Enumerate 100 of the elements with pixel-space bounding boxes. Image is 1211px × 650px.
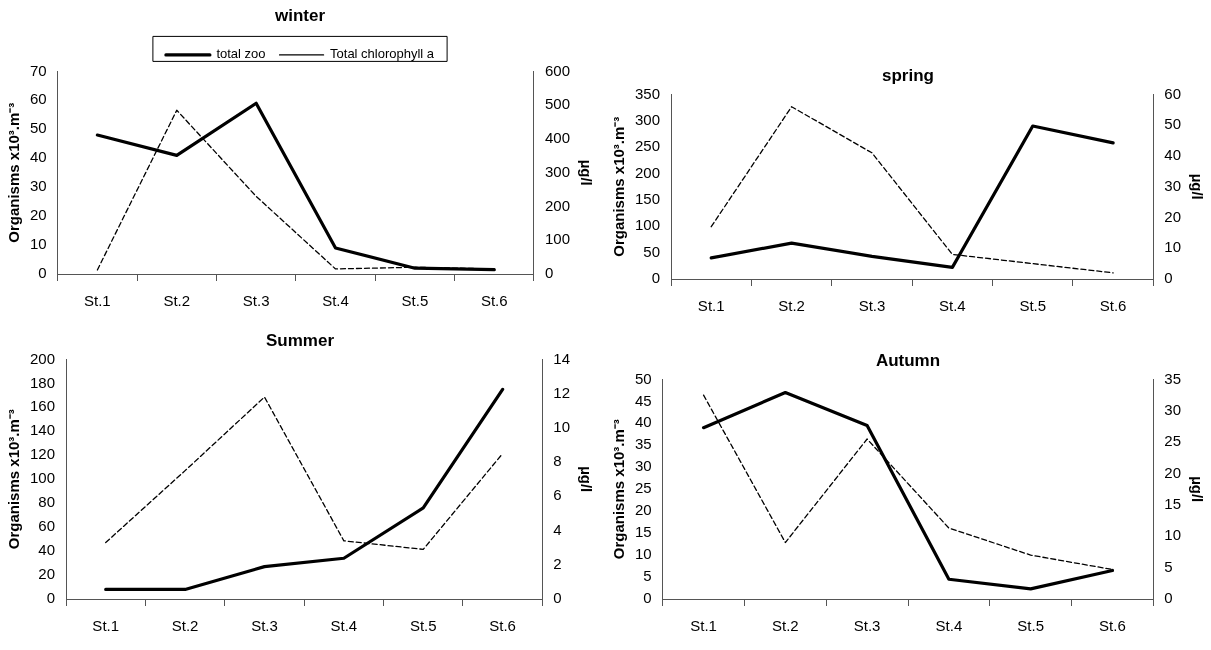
y-tick-label: 350 bbox=[635, 84, 661, 102]
x-tick-label: St.3 bbox=[858, 297, 886, 315]
y-axis-title: Organisms x10³.m⁻³ bbox=[610, 116, 628, 257]
x-tick-label: St.3 bbox=[853, 617, 881, 635]
y2-tick-label: 50 bbox=[1164, 115, 1181, 133]
y-tick-label: 25 bbox=[635, 479, 652, 497]
y-tick-label: 150 bbox=[635, 190, 661, 208]
y2-axis-title: µg/l bbox=[1188, 173, 1206, 200]
x-tick-label: St.5 bbox=[409, 617, 437, 635]
x-tick-label: St.2 bbox=[778, 297, 805, 315]
y2-tick-label: 20 bbox=[1164, 207, 1181, 225]
y2-tick-label: 100 bbox=[544, 230, 570, 248]
x-tick-label: St.4 bbox=[322, 292, 349, 310]
y2-tick-label: 300 bbox=[544, 162, 570, 180]
y2-axis-title: µg/l bbox=[577, 466, 595, 493]
y2-tick-label: 6 bbox=[553, 486, 562, 504]
x-tick-label: St.2 bbox=[171, 617, 199, 635]
y-tick-label: 100 bbox=[30, 469, 56, 487]
y-tick-label: 5 bbox=[643, 567, 652, 585]
y-tick-label: 120 bbox=[30, 445, 56, 463]
y2-tick-label: 30 bbox=[1164, 400, 1181, 418]
y2-tick-label: 5 bbox=[1164, 557, 1173, 575]
y-tick-label: 45 bbox=[635, 391, 652, 409]
y-tick-label: 10 bbox=[30, 235, 47, 253]
y2-tick-label: 600 bbox=[544, 61, 570, 79]
y-tick-label: 10 bbox=[635, 545, 652, 563]
y-tick-label: 0 bbox=[643, 589, 652, 607]
y-tick-label: 60 bbox=[30, 90, 47, 108]
y-tick-label: 40 bbox=[30, 148, 47, 166]
x-tick-label: St.6 bbox=[1099, 617, 1126, 635]
y2-tick-label: 400 bbox=[544, 129, 570, 147]
y2-tick-label: 10 bbox=[553, 418, 570, 435]
y-axis-title: Organisms x10³.m⁻³ bbox=[610, 419, 628, 560]
x-tick-label: St.4 bbox=[935, 617, 963, 635]
y2-tick-label: 4 bbox=[553, 520, 562, 538]
x-tick-label: St.1 bbox=[92, 617, 120, 635]
y-tick-label: 0 bbox=[46, 589, 56, 607]
y-tick-label: 30 bbox=[30, 177, 47, 195]
y-tick-label: 180 bbox=[30, 373, 56, 391]
x-tick-label: St.5 bbox=[1017, 617, 1044, 635]
x-tick-label: St.3 bbox=[251, 617, 278, 635]
y2-axis-title: µg/l bbox=[577, 159, 595, 186]
x-tick-label: St.5 bbox=[401, 292, 429, 310]
y-tick-label: 0 bbox=[38, 264, 47, 282]
legend-label: Total chlorophyll a bbox=[330, 46, 435, 62]
y2-tick-label: 0 bbox=[1164, 269, 1173, 287]
y-axis-title: Organisms x10³.m⁻³ bbox=[5, 409, 23, 550]
y2-tick-label: 20 bbox=[1164, 463, 1181, 481]
y-tick-label: 0 bbox=[651, 269, 661, 287]
y2-tick-label: 25 bbox=[1164, 432, 1181, 450]
y-tick-label: 70 bbox=[30, 61, 47, 79]
x-tick-label: St.1 bbox=[690, 617, 717, 635]
y2-tick-label: 0 bbox=[1164, 589, 1173, 607]
x-tick-label: St.1 bbox=[697, 297, 725, 315]
y-tick-label: 20 bbox=[38, 565, 56, 583]
chart-title: winter bbox=[273, 5, 326, 25]
y2-tick-label: 40 bbox=[1164, 146, 1181, 164]
y2-tick-label: 500 bbox=[544, 95, 570, 113]
chart-title: Autumn bbox=[875, 350, 941, 370]
y2-tick-label: 0 bbox=[544, 264, 554, 282]
y2-tick-label: 14 bbox=[553, 349, 570, 367]
legend-label: total zoo bbox=[216, 46, 266, 62]
y-tick-label: 30 bbox=[635, 457, 652, 475]
chart-title: Summer bbox=[265, 330, 335, 350]
x-tick-label: St.2 bbox=[163, 292, 191, 310]
x-tick-label: St.3 bbox=[242, 292, 270, 310]
y-tick-label: 160 bbox=[30, 397, 56, 415]
y2-tick-label: 2 bbox=[553, 554, 562, 572]
y-tick-label: 200 bbox=[30, 349, 56, 367]
y2-tick-label: 10 bbox=[1164, 238, 1181, 256]
y-tick-label: 100 bbox=[635, 216, 661, 234]
y2-axis-title: µg/l bbox=[1188, 476, 1206, 503]
y-tick-label: 50 bbox=[30, 119, 47, 137]
y-tick-label: 50 bbox=[635, 369, 652, 387]
y2-tick-label: 30 bbox=[1164, 176, 1181, 194]
y-tick-label: 300 bbox=[635, 110, 661, 128]
x-tick-label: St.6 bbox=[489, 617, 516, 635]
y-tick-label: 40 bbox=[38, 541, 56, 559]
y-tick-label: 60 bbox=[38, 517, 56, 535]
y-tick-label: 35 bbox=[635, 435, 652, 453]
y-tick-label: 250 bbox=[635, 137, 661, 155]
y-tick-label: 15 bbox=[635, 523, 652, 541]
chart-title: spring bbox=[882, 65, 934, 85]
y2-tick-label: 200 bbox=[544, 196, 570, 214]
y-tick-label: 140 bbox=[30, 421, 56, 439]
y2-tick-label: 35 bbox=[1164, 369, 1181, 387]
x-tick-label: St.1 bbox=[84, 292, 111, 310]
x-tick-label: St.5 bbox=[1019, 297, 1047, 315]
y2-tick-label: 8 bbox=[553, 452, 562, 470]
y2-tick-label: 0 bbox=[553, 589, 562, 607]
y-tick-label: 20 bbox=[30, 206, 47, 224]
y2-tick-label: 60 bbox=[1164, 84, 1181, 102]
x-tick-label: St.4 bbox=[330, 617, 358, 635]
y2-tick-label: 10 bbox=[1164, 526, 1181, 544]
y-tick-label: 200 bbox=[635, 163, 661, 181]
x-tick-label: St.2 bbox=[772, 617, 799, 635]
x-tick-label: St.6 bbox=[1099, 297, 1127, 315]
y-tick-label: 80 bbox=[38, 493, 56, 511]
x-tick-label: St.4 bbox=[939, 297, 966, 315]
x-tick-label: St.6 bbox=[480, 292, 508, 310]
